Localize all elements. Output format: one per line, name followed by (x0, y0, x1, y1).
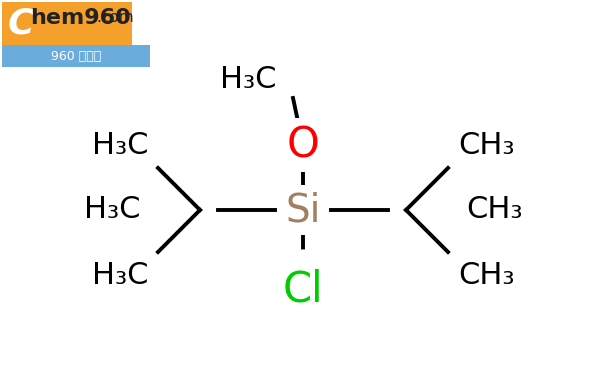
Text: H₃C: H₃C (220, 66, 276, 94)
FancyBboxPatch shape (2, 45, 150, 67)
Text: H₃C: H₃C (83, 195, 140, 225)
Text: H₃C: H₃C (92, 261, 148, 290)
Text: Si: Si (286, 191, 321, 229)
Text: CH₃: CH₃ (458, 261, 514, 290)
Text: 960 化工网: 960 化工网 (51, 50, 101, 63)
Text: CH₃: CH₃ (466, 195, 522, 225)
Text: hem960: hem960 (30, 8, 131, 28)
Text: .com: .com (96, 10, 134, 26)
FancyBboxPatch shape (2, 2, 132, 47)
Text: O: O (287, 124, 319, 166)
Text: C: C (8, 7, 34, 41)
Text: Cl: Cl (283, 269, 323, 311)
Text: CH₃: CH₃ (458, 130, 514, 159)
Text: H₃C: H₃C (92, 130, 148, 159)
